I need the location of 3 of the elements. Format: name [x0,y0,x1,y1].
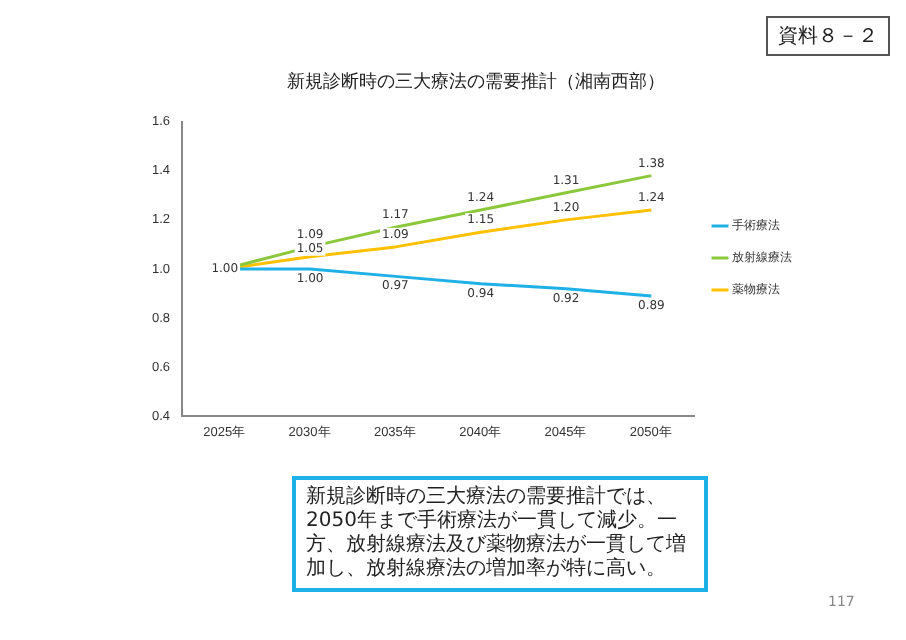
text: 資料８－２ [766,16,890,56]
chart-title: 新規診断時の三大療法の需要推計（湘南西部） [287,71,665,94]
text: 新規診断時の三大療法の需要推計では、2050年まで手術療法が一貫して減少。一方、放射線療法及び薬物療法が一貫して増加し、放射線療法の増加率が特に高い。 [292,476,708,592]
